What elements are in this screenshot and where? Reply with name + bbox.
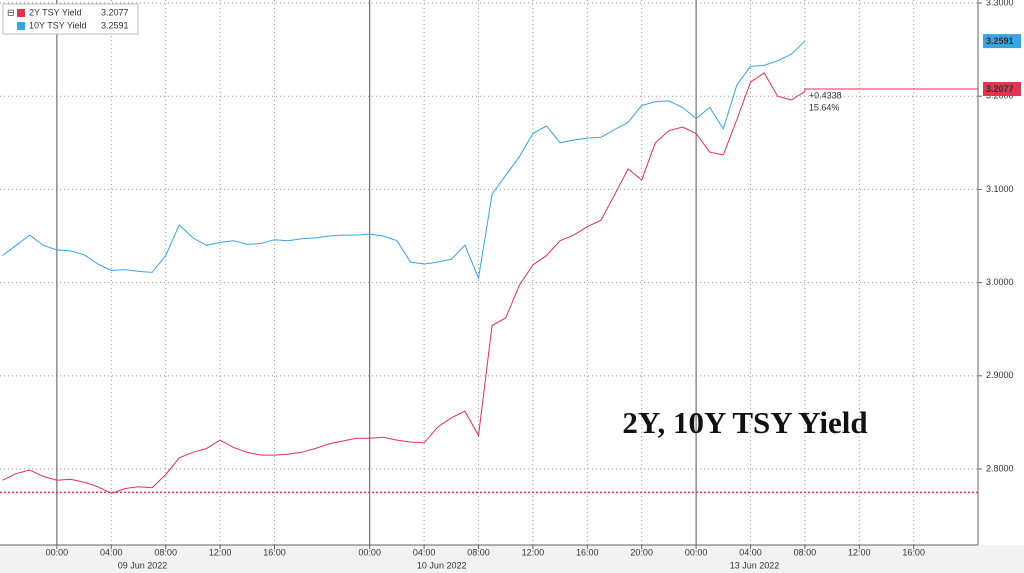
y-tick-label: 2.9000 [986,370,1014,380]
x-tick-label: 12:00 [209,547,232,557]
legend-value: 3.2077 [101,7,129,17]
last-value-label: 3.2591 [986,36,1014,46]
x-tick-label: 04:00 [100,547,123,557]
y-tick-label: 3.3000 [986,0,1014,7]
last-value-label: 3.2077 [986,84,1014,94]
x-tick-label: 00:00 [685,547,708,557]
x-tick-label: 00:00 [358,547,381,557]
change-pct-label: 15.64% [809,102,840,112]
day-label: 13 Jun 2022 [730,560,780,570]
y-tick-label: 2.8000 [986,463,1014,473]
day-label: 10 Jun 2022 [417,560,467,570]
change-label: +0.4338 [809,90,842,100]
x-tick-label: 12:00 [848,547,871,557]
x-tick-label: 08:00 [467,547,490,557]
series-line [2,40,806,280]
x-tick-label: 16:00 [902,547,925,557]
last-price-line [804,88,978,92]
chart-title: 2Y, 10Y TSY Yield [622,405,867,440]
x-tick-label: 00:00 [46,547,69,557]
legend-box [2,3,139,35]
x-tick-label: 04:00 [739,547,762,557]
x-tick-label: 04:00 [413,547,436,557]
legend-label: 10Y TSY Yield [29,20,87,30]
x-tick-label: 12:00 [522,547,545,557]
day-label: 09 Jun 2022 [118,560,168,570]
x-tick-label: 16:00 [263,547,286,557]
legend-swatch [17,22,25,30]
y-tick-label: 3.1000 [986,184,1014,194]
legend-value: 3.2591 [101,20,129,30]
x-tick-label: 08:00 [154,547,177,557]
y-tick-label: 3.0000 [986,277,1014,287]
x-tick-label: 20:00 [630,547,653,557]
x-axis-band [0,545,1024,573]
legend-label: 2Y TSY Yield [29,7,82,17]
series-line [2,72,806,494]
x-tick-label: 16:00 [576,547,599,557]
legend: ⊟ 2Y TSY Yield 3.2077 10Y TSY Yield 3.2591 [2,3,139,35]
last-value-tag [983,34,1021,49]
last-value-tag [983,82,1021,97]
legend-toggle: ⊟ [7,7,15,17]
x-tick-label: 08:00 [794,547,817,557]
legend-swatch [17,9,25,17]
